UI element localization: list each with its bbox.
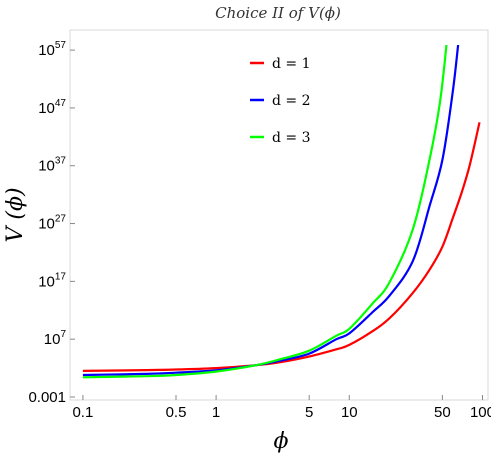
y-tick-label: 1057	[38, 40, 66, 59]
y-axis-label: V (ϕ)	[3, 187, 28, 242]
y-tick-label: 1037	[38, 156, 66, 175]
x-axis-label: ϕ	[274, 429, 289, 454]
series-line-d1	[82, 122, 481, 372]
chart-title: Choice II of V(ϕ)	[215, 4, 341, 22]
y-tick-label: 1027	[38, 214, 66, 233]
y-tick-label: 1047	[38, 98, 66, 117]
y-tick-label: 1017	[38, 271, 66, 290]
y-tick-label: 107	[44, 329, 67, 348]
x-tick-label: 10	[341, 404, 358, 421]
plot-frame	[69, 29, 489, 401]
x-tick-label: 0.5	[166, 404, 187, 421]
legend-label: d = 1	[272, 56, 311, 72]
series-lines	[82, 45, 481, 379]
x-tick-label: 50	[434, 404, 451, 421]
legend: d = 1 d = 2 d = 3	[250, 56, 311, 146]
legend-label: d = 2	[272, 93, 311, 109]
x-tick-label: 100	[470, 404, 491, 421]
y-tick-label: 0.001	[28, 389, 66, 406]
x-tick-label: 1	[212, 404, 220, 421]
series-line-d3	[82, 45, 448, 379]
x-tick-label: 5	[305, 404, 313, 421]
x-axis: 0.1 0.5 1 5 10 50 100	[72, 395, 491, 421]
legend-label: d = 3	[272, 130, 311, 146]
y-axis: 0.001 107 1017 1027 1037 1047 1057	[28, 40, 75, 406]
x-tick-label: 0.1	[72, 404, 93, 421]
series-line-d2	[82, 45, 460, 377]
